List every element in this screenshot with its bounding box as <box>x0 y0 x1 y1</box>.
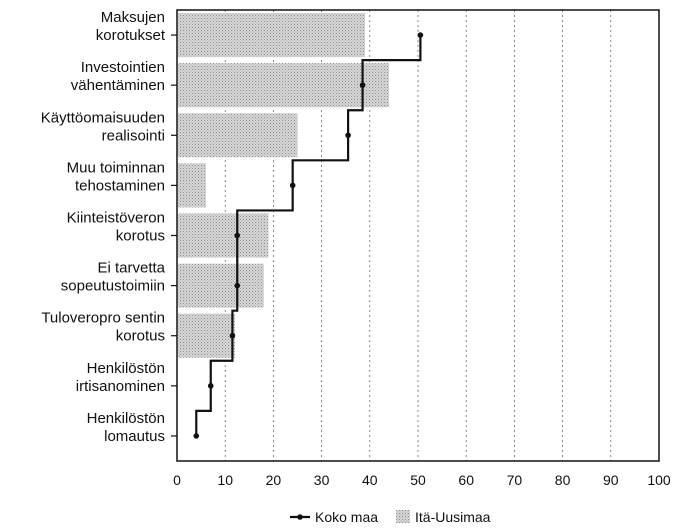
category-label: Maksujen korotukset <box>96 9 166 44</box>
line-point <box>417 32 424 38</box>
legend-label-ita-uusimaa: Itä-Uusimaa <box>415 509 491 525</box>
category-label-line: korotukset <box>96 27 166 44</box>
category-label-line: vähentäminen <box>71 77 165 94</box>
legend: Koko maa Itä-Uusimaa <box>290 509 491 525</box>
bar <box>178 113 298 158</box>
category-label: Kiinteistöveron korotus <box>67 210 165 245</box>
x-tick-label: 10 <box>217 472 233 488</box>
line-point <box>345 132 351 139</box>
line-point <box>207 383 214 389</box>
bar <box>178 13 365 58</box>
category-label-line: Henkilöstön <box>87 410 165 427</box>
x-tick-label: 40 <box>362 472 378 488</box>
x-tick-label: 70 <box>507 472 523 488</box>
category-label-line: Ei tarvetta <box>97 260 165 277</box>
step-line <box>195 35 422 436</box>
x-tick-label: 90 <box>603 472 619 488</box>
line-point <box>234 232 241 239</box>
category-label: Muu toiminnan tehostaminen <box>67 159 165 194</box>
category-label: Tuloveropro sentin korotus <box>41 310 165 345</box>
line-point <box>229 332 236 339</box>
legend-label-koko-maa: Koko maa <box>315 509 378 525</box>
category-label-line: realisointi <box>102 127 165 144</box>
bar <box>178 63 390 108</box>
category-label-line: Muu toiminnan <box>67 159 165 176</box>
legend-line-marker <box>297 514 303 520</box>
category-label: Henkilöstön lomautus <box>87 410 165 445</box>
x-tick-label: 80 <box>555 472 571 488</box>
line-point <box>234 282 241 289</box>
x-tick-label: 50 <box>410 472 426 488</box>
step-line-series <box>193 32 424 439</box>
line-point <box>289 182 296 189</box>
bar <box>178 313 235 358</box>
line-point <box>193 433 200 439</box>
x-tick-label: 30 <box>314 472 330 488</box>
line-point <box>359 82 366 88</box>
category-label-line: Tuloveropro sentin <box>41 310 165 327</box>
category-label-line: sopeutustoimiin <box>61 278 165 295</box>
bar <box>178 213 269 258</box>
category-label-line: irtisanominen <box>76 378 165 395</box>
category-labels: Maksujen korotukset Investointien vähentämi… <box>41 9 166 445</box>
category-label-line: Kiinteistöveron <box>67 210 165 227</box>
category-label-line: Investointien <box>81 59 165 76</box>
category-label: Käyttöomaisuuden realisointi <box>41 109 165 144</box>
category-label-line: tehostaminen <box>75 177 165 194</box>
bar-series <box>178 13 390 358</box>
category-label-line: Henkilöstön <box>87 360 165 377</box>
category-label-line: korotus <box>116 328 165 345</box>
x-tick-label: 100 <box>647 472 671 488</box>
category-label: Henkilöstön irtisanominen <box>76 360 165 395</box>
category-label-line: lomautus <box>104 428 165 445</box>
category-label-line: Maksujen <box>101 9 165 26</box>
x-tick-label: 20 <box>266 472 282 488</box>
x-tick-labels: 0 10 20 30 40 50 60 70 80 90 100 <box>173 472 671 488</box>
bar <box>178 163 206 208</box>
category-label: Investointien vähentäminen <box>71 59 165 94</box>
category-label-line: korotus <box>116 228 165 245</box>
category-label-line: Käyttöomaisuuden <box>41 109 165 126</box>
category-label: Ei tarvetta sopeutustoimiin <box>61 260 166 295</box>
x-tick-label: 60 <box>458 472 474 488</box>
y-ticks <box>171 34 177 437</box>
bar <box>178 263 264 308</box>
legend-bar-swatch <box>396 510 410 523</box>
x-tick-label: 0 <box>173 472 181 488</box>
